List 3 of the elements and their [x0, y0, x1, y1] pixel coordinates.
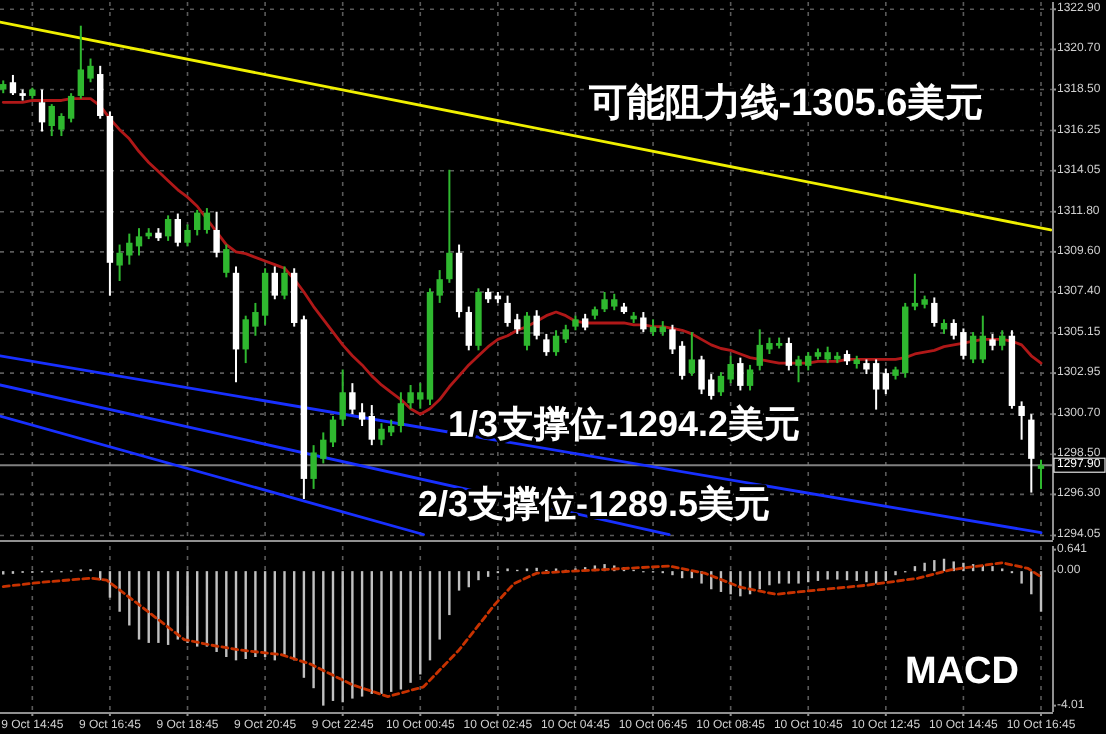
annotation: MACD — [905, 651, 1019, 693]
annotation: 1/3支撑位-1294.2美元 — [447, 404, 801, 444]
annotation: 可能阻力线-1305.6美元 — [586, 81, 984, 125]
